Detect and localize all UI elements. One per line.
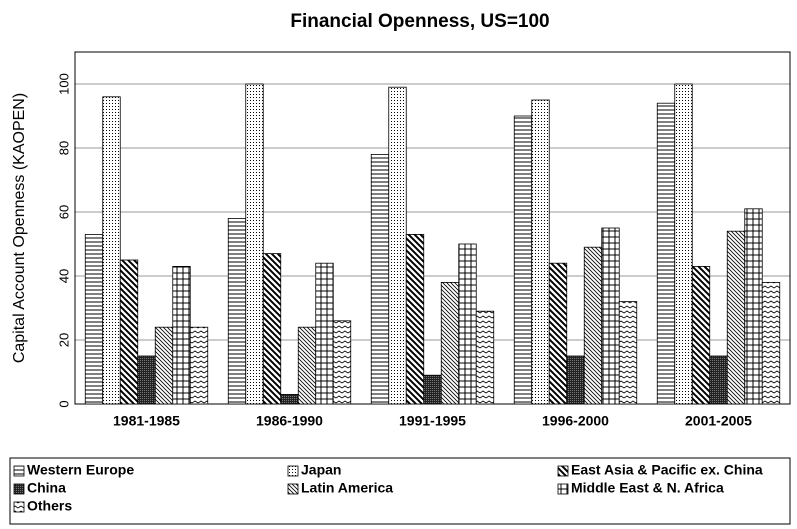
legend-swatch <box>13 483 25 495</box>
legend-swatch <box>13 501 25 513</box>
y-tick-label: 40 <box>56 269 71 283</box>
legend-swatch <box>287 465 299 477</box>
bar <box>405 233 425 405</box>
bar <box>583 246 603 405</box>
bar <box>513 115 533 405</box>
y-axis-label: Capital Account Openness (KAOPEN) <box>11 93 28 363</box>
legend-swatch <box>557 483 569 495</box>
bar <box>709 355 728 405</box>
legend-label: Middle East & N. Africa <box>571 480 724 496</box>
bar <box>531 99 550 405</box>
bar <box>691 265 711 405</box>
bar <box>423 374 442 405</box>
bar <box>674 83 693 405</box>
legend-label: East Asia & Pacific ex. China <box>571 462 763 478</box>
bar <box>297 326 317 405</box>
bar <box>154 326 174 405</box>
y-tick-label: 80 <box>56 141 71 155</box>
legend-label: Western Europe <box>27 462 134 478</box>
bar <box>315 262 334 405</box>
legend-label: Japan <box>301 462 341 478</box>
y-tick-label: 100 <box>56 73 71 95</box>
legend-label: Latin America <box>301 480 393 496</box>
bar <box>388 86 407 405</box>
x-tick-label: 1986-1990 <box>256 413 323 429</box>
bar <box>262 253 282 405</box>
bar <box>761 281 781 405</box>
bar <box>102 96 121 405</box>
bar <box>566 355 585 405</box>
bar <box>744 208 763 405</box>
bar <box>601 227 620 405</box>
x-tick-label: 1996-2000 <box>542 413 609 429</box>
bar <box>119 259 139 405</box>
x-tick-label: 1991-1995 <box>399 413 466 429</box>
legend-box <box>9 457 791 525</box>
legend-swatch <box>287 483 299 495</box>
y-tick-label: 0 <box>56 400 71 407</box>
bar <box>189 326 209 405</box>
bar <box>84 233 104 405</box>
x-tick-label: 2001-2005 <box>685 413 752 429</box>
bar <box>618 301 638 405</box>
bar <box>280 393 299 405</box>
legend-swatch <box>13 465 25 477</box>
bar <box>458 243 477 405</box>
chart-title: Financial Openness, US=100 <box>290 11 549 32</box>
x-tick-label: 1981-1985 <box>113 413 180 429</box>
bar <box>370 153 390 405</box>
y-tick-label: 20 <box>56 333 71 347</box>
bar <box>245 83 264 405</box>
bar <box>137 355 156 405</box>
legend-swatch <box>557 465 569 477</box>
legend-label: China <box>27 480 66 496</box>
bar <box>548 262 568 405</box>
bar <box>440 281 460 405</box>
legend-label: Others <box>27 498 72 514</box>
bar <box>332 320 352 405</box>
bar <box>475 310 495 405</box>
bar <box>172 265 191 405</box>
bar <box>726 230 746 405</box>
y-tick-label: 60 <box>56 205 71 219</box>
bar <box>656 102 676 405</box>
bar <box>227 217 247 405</box>
